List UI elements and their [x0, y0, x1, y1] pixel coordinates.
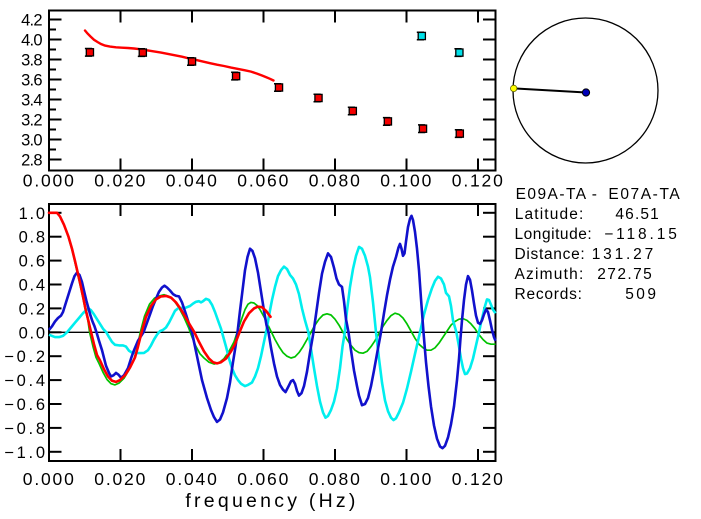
svg-text:Longitude:: Longitude: [515, 226, 592, 243]
svg-text:0.2: 0.2 [19, 300, 45, 318]
svg-text:Azimuth:: Azimuth: [515, 266, 584, 283]
svg-text:3.0: 3.0 [21, 132, 43, 150]
svg-text:3.8: 3.8 [21, 52, 43, 70]
svg-text:Records:: Records: [515, 286, 582, 303]
svg-text:3.6: 3.6 [21, 72, 43, 90]
svg-text:0.080: 0.080 [309, 171, 360, 191]
svg-text:−0.2: −0.2 [4, 348, 45, 366]
svg-text:0.020: 0.020 [94, 469, 145, 489]
svg-text:0.000: 0.000 [23, 469, 74, 489]
svg-text:Latitude:: Latitude: [515, 206, 584, 223]
svg-text:3.2: 3.2 [21, 112, 43, 130]
svg-text:0.100: 0.100 [380, 469, 431, 489]
svg-text:E09A-TA: E09A-TA [516, 186, 587, 203]
svg-text:−118.15: −118.15 [604, 226, 677, 243]
svg-text:0.040: 0.040 [166, 469, 217, 489]
svg-text:0.100: 0.100 [380, 171, 431, 191]
svg-text:−1.0: −1.0 [4, 444, 45, 462]
svg-text:272.75: 272.75 [597, 266, 652, 283]
svg-text:−0.4: −0.4 [4, 372, 45, 390]
svg-text:4.2: 4.2 [21, 12, 43, 30]
svg-text:0.6: 0.6 [19, 253, 45, 271]
svg-text:−0.6: −0.6 [4, 396, 45, 414]
svg-text:E07A-TA: E07A-TA [608, 186, 680, 203]
svg-text:509: 509 [625, 286, 656, 303]
svg-text:0.000: 0.000 [23, 171, 74, 191]
svg-text:0.040: 0.040 [166, 171, 217, 191]
svg-text:131.27: 131.27 [592, 246, 654, 263]
svg-text:4.0: 4.0 [21, 32, 43, 50]
svg-text:0.060: 0.060 [237, 469, 288, 489]
svg-text:2.8: 2.8 [21, 152, 43, 170]
svg-text:−0.8: −0.8 [4, 420, 45, 438]
svg-text:0.060: 0.060 [237, 171, 288, 191]
svg-text:0.080: 0.080 [309, 469, 360, 489]
svg-text:0.020: 0.020 [94, 171, 145, 191]
svg-text:Distance:: Distance: [515, 246, 585, 263]
svg-text:0.120: 0.120 [452, 469, 503, 489]
svg-text:0.0: 0.0 [19, 324, 45, 342]
svg-text:0.120: 0.120 [452, 171, 503, 191]
svg-text:1.0: 1.0 [19, 205, 45, 223]
svg-text:46.51: 46.51 [615, 206, 658, 223]
svg-text:-: - [592, 186, 597, 203]
svg-text:frequency (Hz): frequency (Hz) [185, 490, 355, 512]
svg-text:3.4: 3.4 [21, 92, 43, 110]
svg-text:0.4: 0.4 [19, 277, 45, 295]
svg-text:0.8: 0.8 [19, 229, 45, 247]
